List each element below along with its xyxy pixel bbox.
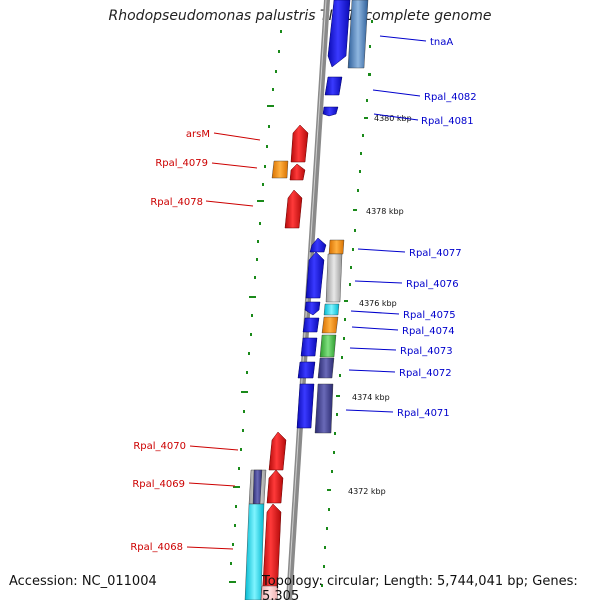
gene-label-rpal4069[interactable]: Rpal_4069 (132, 479, 185, 490)
tick-label-4372: 4372 kbp (348, 487, 386, 496)
gene-label-rpal4075[interactable]: Rpal_4075 (403, 310, 456, 321)
gene-rpal4072-plus (297, 361, 316, 379)
category-bar-4077 (328, 239, 345, 255)
gene-label-rpal4079[interactable]: Rpal_4079 (155, 158, 208, 169)
gene-label-rpal4077[interactable]: Rpal_4077 (409, 248, 462, 259)
genome-backbone-highlight (287, 0, 327, 600)
minus-category-bars (244, 160, 289, 600)
plus-label-leaders (345, 35, 427, 413)
plus-strand-genes (296, 0, 351, 429)
gene-label-rpal4082[interactable]: Rpal_4082 (424, 92, 477, 103)
gene-rpal4079-minus (289, 163, 306, 181)
gene-label-rpal4076[interactable]: Rpal_4076 (406, 279, 459, 290)
gene-rpal4074-plus (302, 317, 320, 333)
gene-rpal4078-minus (284, 189, 303, 229)
gene-rpal4070-minus (268, 431, 287, 471)
genome-backbone (286, 0, 330, 600)
category-bar-4072 (317, 357, 335, 379)
gene-label-rpal4073[interactable]: Rpal_4073 (400, 346, 453, 357)
gene-label-arsM[interactable]: arsM (186, 129, 210, 140)
gene-arsM-minus (290, 124, 309, 163)
category-bar-tnaA (347, 0, 369, 69)
gene-label-rpal4068[interactable]: Rpal_4068 (130, 542, 183, 553)
gene-rpal4075-plus (304, 301, 321, 316)
gene-rpal4081-plus (322, 106, 339, 117)
category-bar-4068-pink (260, 585, 279, 600)
category-bar-4076 (325, 253, 343, 303)
tick-label-4376: 4376 kbp (359, 299, 397, 308)
inner-track-dots (229, 30, 282, 583)
minus-strand-genes (261, 124, 309, 600)
tick-label-4380: 4380 kbp (374, 114, 412, 123)
gene-rpal4069-minus (266, 469, 284, 504)
category-bar-4075 (323, 303, 340, 316)
gene-rpal4073-plus (300, 337, 318, 357)
gene-label-rpal4071[interactable]: Rpal_4071 (397, 408, 450, 419)
gene-rpal4068-minus (261, 503, 282, 600)
category-bar-4068 (244, 503, 265, 600)
gene-label-rpal4081[interactable]: Rpal_4081 (421, 116, 474, 127)
tick-label-4374: 4374 kbp (352, 393, 390, 402)
category-bar-4074 (321, 316, 339, 334)
gene-label-tnaA[interactable]: tnaA (430, 37, 453, 48)
gene-label-rpal4074[interactable]: Rpal_4074 (402, 326, 455, 337)
minus-label-leaders (186, 132, 261, 550)
gene-label-rpal4070[interactable]: Rpal_4070 (133, 441, 186, 452)
map-title: Rhodopseudomonas palustris TIE-1, comple… (108, 8, 492, 24)
plus-category-bars (314, 0, 369, 434)
gene-tnaA-plus (327, 0, 351, 68)
gene-label-rpal4072[interactable]: Rpal_4072 (399, 368, 452, 379)
gene-rpal4071-plus (296, 383, 315, 429)
gene-rpal4082-plus (324, 76, 343, 96)
outer-track-dots (321, 20, 373, 587)
topology-text: Topology: circular; Length: 5,744,041 bp… (262, 574, 578, 600)
category-bar-4073 (319, 334, 337, 358)
gene-label-rpal4078[interactable]: Rpal_4078 (150, 197, 203, 208)
tick-label-4378: 4378 kbp (366, 207, 404, 216)
category-bar-4079 (271, 160, 289, 179)
category-bar-4071 (314, 383, 334, 434)
gene-rpal4077-plus (309, 237, 327, 253)
gene-rpal4076-plus (305, 251, 325, 299)
accession-text: Accession: NC_011004 (9, 574, 157, 589)
